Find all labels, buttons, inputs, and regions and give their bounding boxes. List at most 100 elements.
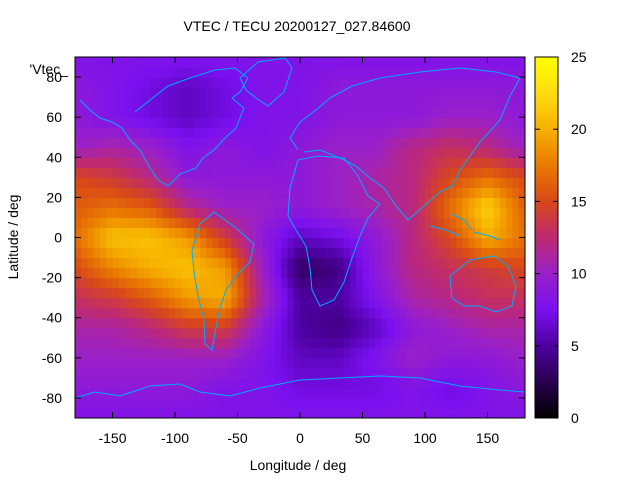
heatmap-cell <box>93 357 101 369</box>
heatmap-cell <box>81 287 89 299</box>
heatmap-cell <box>200 407 207 418</box>
heatmap-cell <box>400 297 407 309</box>
heatmap-cell <box>318 187 326 198</box>
heatmap-cell <box>143 257 151 269</box>
heatmap-cell <box>168 67 176 78</box>
heatmap-cell <box>150 337 157 349</box>
heatmap-cell <box>181 87 189 98</box>
heatmap-cell <box>387 387 395 399</box>
heatmap-cell <box>256 187 264 198</box>
heatmap-cell <box>387 57 395 68</box>
heatmap-cell <box>81 357 89 369</box>
heatmap-cell <box>225 87 232 98</box>
heatmap-cell <box>118 357 126 369</box>
heatmap-cell <box>243 147 251 158</box>
heatmap-cell <box>168 357 176 369</box>
heatmap-cell <box>225 267 232 279</box>
heatmap-cell <box>293 167 301 178</box>
heatmap-cell <box>362 297 370 309</box>
heatmap-cell <box>212 287 220 299</box>
heatmap-cell <box>350 127 357 138</box>
y-tick-label: 40 <box>46 149 62 165</box>
heatmap-cell <box>225 157 232 168</box>
heatmap-cell <box>268 157 276 168</box>
colorbar-tick-label: 0 <box>571 410 579 426</box>
heatmap-cell <box>400 87 407 98</box>
heatmap-cell <box>481 127 489 138</box>
heatmap-cell <box>218 277 226 289</box>
heatmap-cell <box>412 77 420 88</box>
heatmap-cell <box>481 237 489 249</box>
heatmap-cell <box>231 307 239 319</box>
plot-area <box>74 56 526 419</box>
heatmap-cell <box>512 117 520 128</box>
heatmap-cell <box>387 147 395 158</box>
heatmap-cell <box>168 257 176 269</box>
heatmap-cell <box>281 57 289 68</box>
heatmap-cell <box>356 97 364 108</box>
heatmap-cell <box>475 257 482 269</box>
heatmap-cell <box>243 307 251 319</box>
heatmap-cell <box>300 177 307 188</box>
heatmap-cell <box>293 197 301 209</box>
heatmap-cell <box>287 277 295 289</box>
heatmap-cell <box>81 77 89 88</box>
heatmap-cell <box>462 307 470 319</box>
heatmap-cell <box>425 237 432 249</box>
heatmap-cell <box>312 247 320 259</box>
heatmap-cell <box>243 267 251 279</box>
heatmap-cell <box>312 207 320 219</box>
heatmap-cell <box>443 217 451 229</box>
heatmap-cell <box>131 67 139 78</box>
heatmap-cell <box>337 347 345 359</box>
heatmap-cell <box>512 257 520 269</box>
heatmap-cell <box>362 207 370 219</box>
heatmap-cell <box>506 327 514 339</box>
heatmap-cell <box>412 187 420 198</box>
heatmap-cell <box>512 137 520 148</box>
heatmap-cell <box>431 187 439 198</box>
heatmap-cell <box>331 207 339 219</box>
heatmap-cell <box>475 277 482 289</box>
heatmap-cell <box>268 277 276 289</box>
heatmap-cell <box>356 357 364 369</box>
heatmap-cell <box>393 77 401 88</box>
heatmap-cell <box>368 97 376 108</box>
heatmap-cell <box>175 237 182 249</box>
heatmap-cell <box>431 57 439 68</box>
heatmap-cell <box>512 397 520 409</box>
heatmap-cell <box>193 367 201 379</box>
heatmap-cell <box>356 267 364 279</box>
heatmap-cell <box>218 217 226 229</box>
heatmap-cell <box>131 207 139 219</box>
heatmap-cell <box>187 77 195 88</box>
heatmap-cell <box>306 387 314 399</box>
heatmap-cell <box>406 237 414 249</box>
heatmap-cell <box>150 97 157 108</box>
heatmap-cell <box>268 217 276 229</box>
heatmap-cell <box>262 107 270 118</box>
heatmap-cell <box>218 137 226 148</box>
heatmap-cell <box>181 227 189 239</box>
heatmap-cell <box>400 247 407 259</box>
heatmap-cell <box>231 397 239 409</box>
heatmap-cell <box>387 327 395 339</box>
heatmap-cell <box>243 97 251 108</box>
heatmap-cell <box>481 197 489 209</box>
heatmap-cell <box>312 117 320 128</box>
heatmap-cell <box>431 197 439 209</box>
heatmap-cell <box>112 177 120 188</box>
heatmap-cell <box>137 347 145 359</box>
heatmap-cell <box>156 77 164 88</box>
heatmap-cell <box>418 277 426 289</box>
heatmap-cell <box>331 217 339 229</box>
heatmap-cell <box>100 117 107 128</box>
heatmap-cell <box>231 367 239 379</box>
heatmap-cell <box>475 327 482 339</box>
heatmap-cell <box>93 57 101 68</box>
heatmap-cell <box>193 317 201 329</box>
heatmap-cell <box>406 397 414 409</box>
heatmap-cell <box>162 117 170 128</box>
heatmap-cell <box>275 77 282 88</box>
heatmap-cell <box>212 147 220 158</box>
